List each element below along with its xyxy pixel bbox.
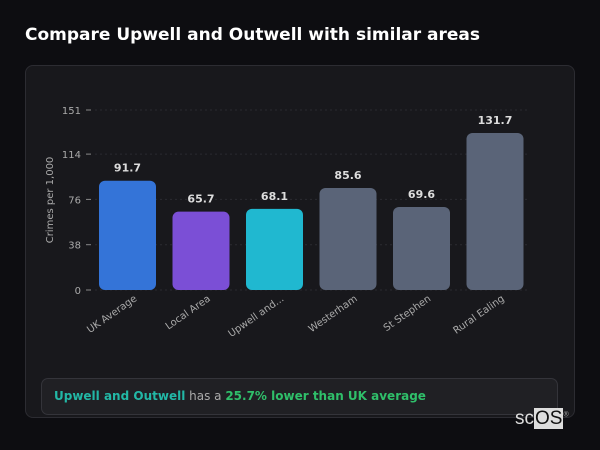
page-title: Compare Upwell and Outwell with similar … bbox=[25, 25, 481, 45]
bar bbox=[99, 180, 156, 290]
y-tick-label: 114 bbox=[62, 150, 81, 161]
y-tick-label: 38 bbox=[68, 241, 81, 252]
scos-logo: scOS® bbox=[515, 408, 569, 429]
x-tick-label: UK Average bbox=[85, 293, 139, 335]
data-label: 91.7 bbox=[114, 162, 141, 175]
bar bbox=[319, 187, 377, 290]
data-label: 68.1 bbox=[261, 190, 288, 203]
note-text: has a bbox=[185, 389, 226, 403]
summary-note: Upwell and Outwell has a 25.7% lower tha… bbox=[41, 378, 558, 415]
y-tick-label: 76 bbox=[68, 195, 81, 206]
y-tick-label: 151 bbox=[62, 106, 81, 117]
bar bbox=[393, 207, 450, 290]
x-tick-label: St Stephen bbox=[382, 293, 433, 334]
bar bbox=[246, 208, 303, 290]
comparison-text: 25.7% lower than UK average bbox=[225, 389, 426, 403]
x-tick-label: Upwell and... bbox=[227, 293, 287, 339]
x-tick-label: Local Area bbox=[164, 293, 213, 332]
x-tick-label: Westerham bbox=[307, 293, 360, 335]
y-tick-label: 0 bbox=[75, 286, 81, 297]
data-label: 69.6 bbox=[408, 188, 435, 201]
bar bbox=[466, 133, 524, 290]
area-name: Upwell and Outwell bbox=[54, 389, 186, 403]
data-label: 131.7 bbox=[478, 114, 513, 127]
bar bbox=[172, 211, 230, 290]
y-axis-label: Crimes per 1,000 bbox=[45, 157, 56, 244]
data-label: 65.7 bbox=[187, 193, 214, 206]
x-tick-label: Rural Ealing bbox=[451, 293, 506, 336]
data-label: 85.6 bbox=[334, 169, 361, 182]
